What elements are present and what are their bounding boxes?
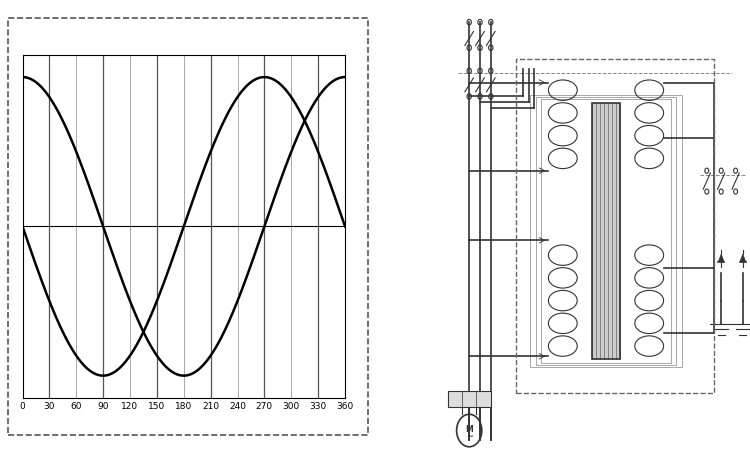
Bar [530, 95, 682, 368]
Bar [542, 100, 670, 363]
Polygon shape [740, 255, 746, 262]
Bar [592, 104, 620, 359]
Text: M: M [465, 424, 473, 433]
Bar [516, 60, 714, 394]
Bar [448, 391, 491, 407]
Text: ~: ~ [466, 431, 472, 440]
Bar [536, 97, 676, 366]
Bar [592, 104, 620, 359]
Polygon shape [718, 255, 724, 262]
